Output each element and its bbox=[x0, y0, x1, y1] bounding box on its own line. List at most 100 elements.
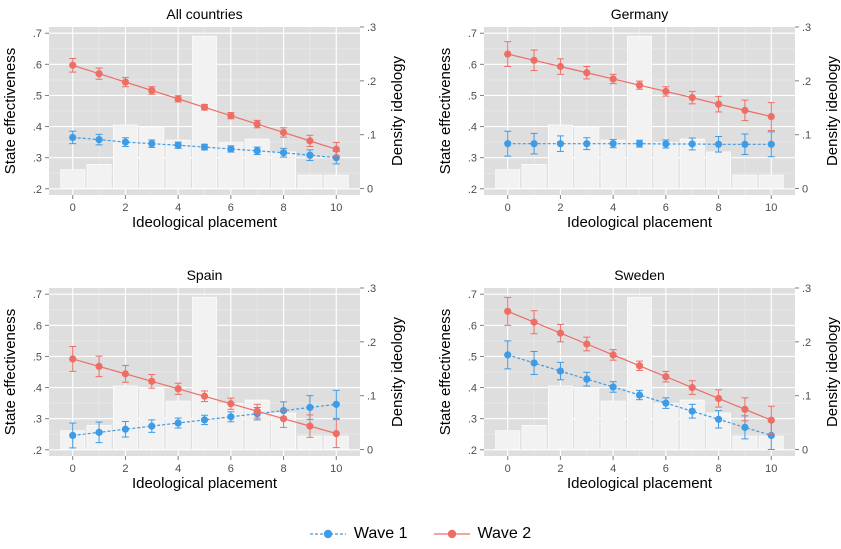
panel-4-wave2-point bbox=[741, 405, 749, 413]
panel-3-y2-tick-label: 0 bbox=[367, 445, 373, 457]
panel-1-density-bar bbox=[86, 164, 112, 189]
panel-2-density-bar bbox=[653, 142, 679, 189]
panel-1-wave2-point bbox=[174, 95, 182, 103]
panel-3-y-tick-label: .2 bbox=[33, 445, 42, 457]
panel-1-x-tick-label: 2 bbox=[122, 202, 128, 214]
panel-1-wave1-point bbox=[121, 138, 130, 146]
panel-1-wave2-point bbox=[306, 137, 314, 145]
panel-1-y-tick-label: .5 bbox=[33, 90, 42, 102]
panel-3-wave1-point bbox=[174, 419, 182, 427]
panel-2-wave1-point bbox=[741, 140, 749, 148]
panel-3-y2-tick-label: .1 bbox=[367, 391, 376, 403]
panel-4-y2-tick-label: .3 bbox=[802, 283, 811, 295]
legend-label-wave2: Wave 2 bbox=[477, 525, 532, 542]
panel-3-wave2-point bbox=[227, 400, 235, 408]
panel-2-y2-axis-label: Density ideology bbox=[824, 55, 841, 166]
panel-3-density-bar bbox=[113, 385, 138, 450]
panel-4-y-tick-label: .7 bbox=[468, 289, 477, 301]
panel-4-wave1-point bbox=[583, 375, 591, 383]
panel-1-y-tick-label: .2 bbox=[33, 184, 42, 196]
panel-4-y2-tick-label: .1 bbox=[802, 391, 811, 403]
panel-4-density-bar bbox=[521, 425, 547, 450]
panel-2-y2-tick-label: .3 bbox=[802, 22, 811, 34]
panel-2-y-tick-label: .2 bbox=[468, 184, 477, 196]
panel-2-wave2-point bbox=[504, 50, 512, 58]
panel-2-title: Germany bbox=[611, 6, 669, 22]
legend: Wave 1 Wave 2 bbox=[0, 520, 841, 548]
panel-3-density-bar bbox=[297, 435, 323, 450]
panel-2-wave2-point bbox=[688, 94, 696, 102]
figure: 0 2 4 6 8 10 .2 .3 .4 .5 .6 .7 0 .1 .2 .3 All countries I… bbox=[2, 6, 841, 492]
panel-1-x-tick-label: 6 bbox=[228, 202, 234, 214]
panel-4-y-tick-label: .4 bbox=[468, 383, 477, 395]
panel-2-wave1-point bbox=[504, 140, 512, 148]
panel-2-density-bar bbox=[495, 169, 521, 189]
panel-3-density-bar bbox=[192, 296, 217, 450]
panel-4-y-tick-label: .6 bbox=[468, 320, 477, 332]
panel-4-wave2-point bbox=[767, 416, 775, 424]
panel-4-x-tick-label: 8 bbox=[716, 463, 722, 475]
panel-2-y-tick-label: .4 bbox=[468, 122, 477, 134]
panel-1-density-bar bbox=[297, 174, 323, 189]
panel-1-density-bar bbox=[244, 138, 270, 189]
panel-2-x-tick-label: 8 bbox=[716, 202, 722, 214]
panel-1-y-axis-label: State effectiveness bbox=[2, 48, 19, 174]
panel-1-wave1-point bbox=[148, 140, 156, 148]
panel-1-wave2-point bbox=[69, 61, 77, 69]
panel-1-wave2-point bbox=[121, 78, 130, 86]
panel-2-y-tick-label: .5 bbox=[468, 90, 477, 102]
panel-4-x-tick-label: 0 bbox=[505, 463, 511, 475]
panel-2-wave2-point bbox=[635, 81, 644, 89]
panel-3-wave1-point bbox=[95, 428, 103, 436]
panel-1-density-bar bbox=[60, 169, 86, 189]
panel-1-density-bar bbox=[271, 151, 296, 189]
panel-2-density-bar bbox=[548, 124, 573, 189]
panel-2-wave2-point bbox=[583, 69, 591, 77]
legend-item-wave1: Wave 1 bbox=[309, 525, 408, 543]
panel-4-y2-tick-label: .2 bbox=[802, 337, 811, 349]
panel-4-x-tick-label: 10 bbox=[765, 463, 777, 475]
panel-4: 0 2 4 6 8 10 .2 .3 .4 .5 .6 .7 0 .1 .2 .3 Sweden Ideologi… bbox=[437, 267, 841, 492]
panel-3-wave2-point bbox=[148, 377, 156, 385]
panel-2-density-bar bbox=[732, 174, 758, 189]
panel-3-wave1-point bbox=[227, 413, 235, 421]
panel-4-density-bar bbox=[574, 388, 600, 450]
panel-2-wave2-point bbox=[556, 62, 565, 71]
panel-2-wave2-point bbox=[530, 56, 538, 64]
panel-4-x-axis-label: Ideological placement bbox=[567, 475, 713, 492]
panel-3: 0 2 4 6 8 10 .2 .3 .4 .5 .6 .7 0 .1 .2 .3 Spain Ideologic… bbox=[2, 267, 406, 492]
panel-1-wave2-point bbox=[148, 86, 156, 95]
panel-2-wave2-point bbox=[767, 113, 775, 121]
panel-3-wave1-point bbox=[200, 416, 209, 424]
panel-3-wave1-point bbox=[121, 425, 130, 433]
panel-4-x-tick-label: 2 bbox=[557, 463, 563, 475]
panel-4-density-bar bbox=[600, 400, 626, 450]
panel-4-y2-tick-label: 0 bbox=[802, 445, 808, 457]
panel-2-density-bar bbox=[521, 164, 547, 189]
panel-3-wave2-point bbox=[200, 392, 209, 400]
panel-1-x-tick-label: 0 bbox=[70, 202, 76, 214]
panel-2-wave2-point bbox=[741, 106, 749, 114]
panel-3-density-bar bbox=[165, 400, 191, 450]
panel-4-wave2-point bbox=[556, 329, 565, 337]
panel-3-wave2-point bbox=[95, 362, 103, 370]
panel-2-wave2-point bbox=[714, 100, 723, 108]
panel-2-y2-tick-label: .2 bbox=[802, 76, 811, 88]
panel-2-x-tick-label: 0 bbox=[505, 202, 511, 214]
panel-1-y-tick-label: .3 bbox=[33, 153, 42, 165]
panel-3-density-bar bbox=[244, 399, 270, 450]
panel-1-wave1-point bbox=[279, 149, 288, 157]
panel-2-wave1-point bbox=[662, 140, 670, 148]
panel-2-x-tick-label: 10 bbox=[765, 202, 777, 214]
legend-label-wave1: Wave 1 bbox=[353, 525, 408, 542]
panel-4-wave1-point bbox=[556, 367, 565, 375]
panel-4-wave1-point bbox=[530, 359, 538, 367]
panel-3-wave2-point bbox=[253, 407, 261, 415]
panel-2-y-axis-label: State effectiveness bbox=[437, 48, 454, 174]
panel-2: 0 2 4 6 8 10 .2 .3 .4 .5 .6 .7 0 .1 .2 .3 Germany Ideolog… bbox=[437, 6, 841, 231]
panel-3-x-tick-label: 4 bbox=[175, 463, 181, 475]
panel-4-wave1-point bbox=[688, 407, 696, 415]
panel-2-y-tick-label: .3 bbox=[468, 153, 477, 165]
panel-1: 0 2 4 6 8 10 .2 .3 .4 .5 .6 .7 0 .1 .2 .3 All countries I… bbox=[2, 6, 406, 231]
panel-4-density-bar bbox=[627, 296, 652, 450]
